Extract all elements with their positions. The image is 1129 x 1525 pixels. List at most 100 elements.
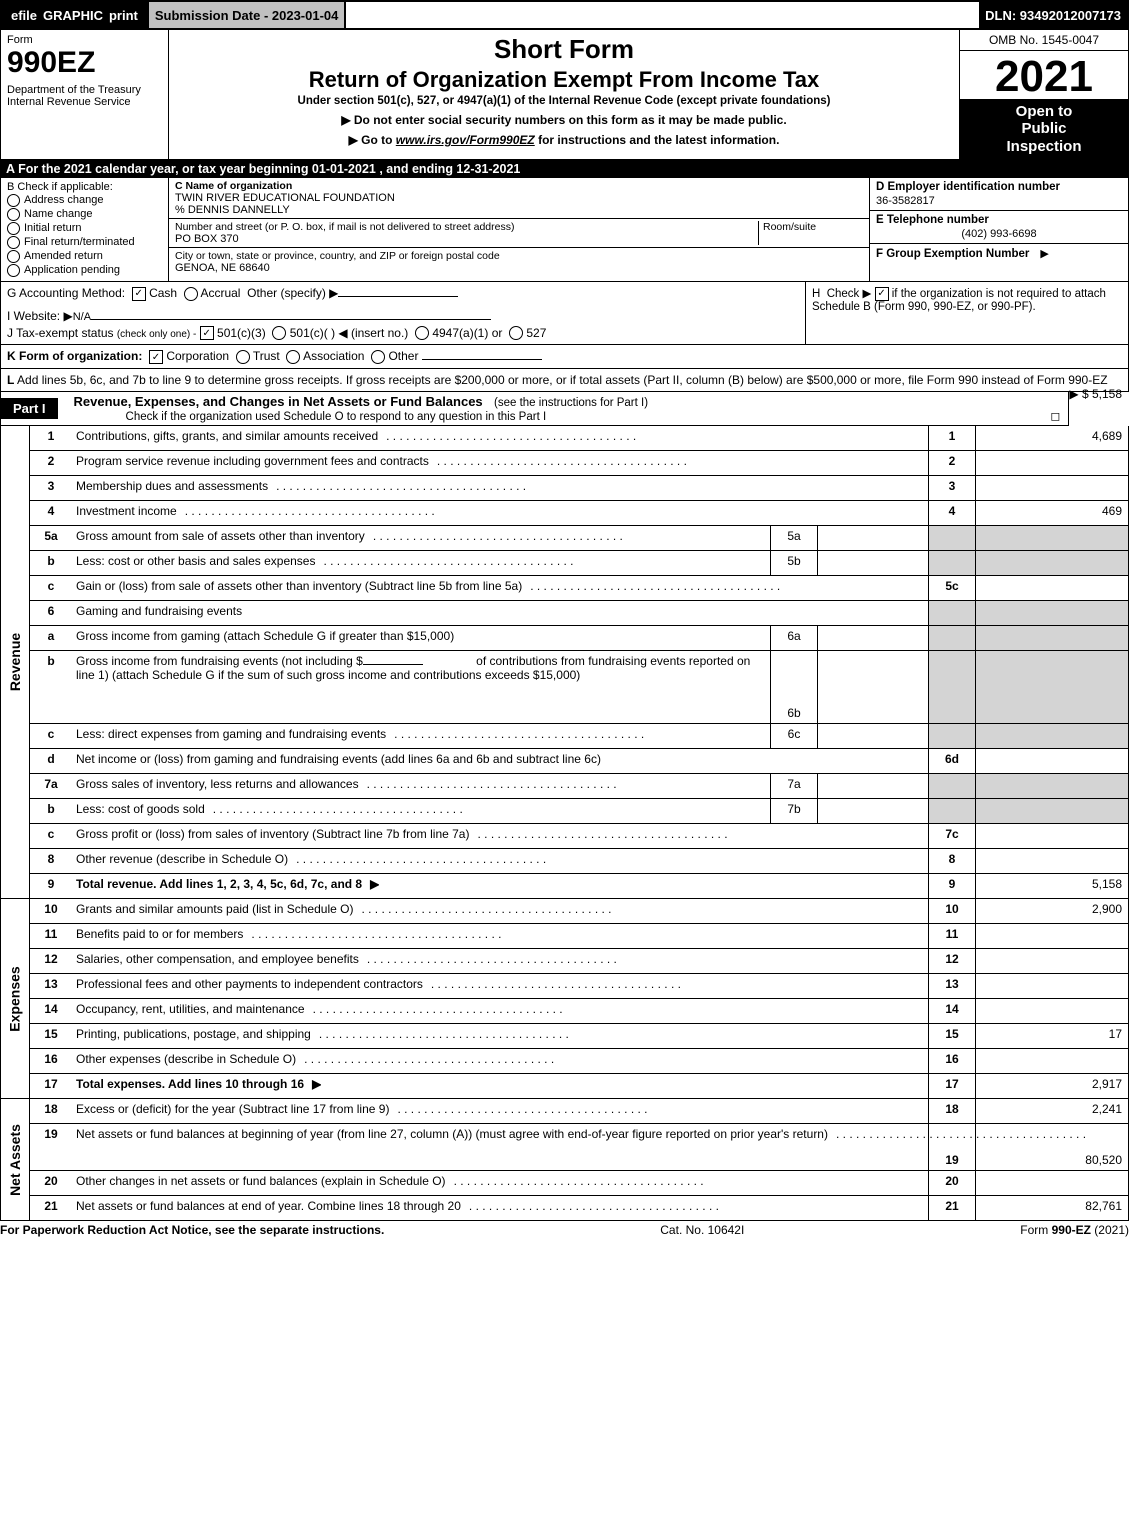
header-right: OMB No. 1545-0047 2021 Open to Public In… xyxy=(959,30,1128,159)
n13: 13 xyxy=(30,974,72,998)
lbl-corp: Corporation xyxy=(166,349,229,363)
netassets-sidebar: Net Assets xyxy=(1,1099,30,1220)
amt7c xyxy=(975,824,1128,848)
website-field[interactable] xyxy=(91,319,491,320)
amt4: 469 xyxy=(975,501,1128,525)
open-line3: Inspection xyxy=(962,138,1126,155)
samt6b xyxy=(817,651,928,723)
d3: Membership dues and assessments xyxy=(72,476,928,500)
return-title: Return of Organization Exempt From Incom… xyxy=(177,67,951,93)
org-attn: % DENNIS DANNELLY xyxy=(175,204,863,216)
d5b: Less: cost or other basis and sales expe… xyxy=(72,551,770,575)
l-text: Add lines 5b, 6c, and 7b to line 9 to de… xyxy=(17,373,1108,387)
line-a-text: For the 2021 calendar year, or tax year … xyxy=(18,162,520,176)
efile-links: efile GRAPHIC print xyxy=(2,2,147,28)
rn11: 11 xyxy=(928,924,975,948)
col-h: H Check ▶ ✓ if the organization is not r… xyxy=(805,282,1128,345)
chk-501c3[interactable]: ✓ xyxy=(200,326,214,340)
chk-assoc[interactable] xyxy=(286,350,300,364)
sn5b: 5b xyxy=(770,551,817,575)
chk-accrual[interactable] xyxy=(184,287,198,301)
lbl-accrual: Accrual xyxy=(200,286,240,300)
d17: Total expenses. Add lines 10 through 16 xyxy=(72,1074,928,1098)
chk-trust[interactable] xyxy=(236,350,250,364)
chk-corp[interactable]: ✓ xyxy=(149,350,163,364)
n7a: 7a xyxy=(30,774,72,798)
chk-527[interactable] xyxy=(509,326,523,340)
amt6d xyxy=(975,749,1128,773)
amt18: 2,241 xyxy=(975,1099,1128,1123)
efile-link[interactable]: efile xyxy=(8,8,40,23)
n20: 20 xyxy=(30,1171,72,1195)
d21: Net assets or fund balances at end of ye… xyxy=(72,1196,928,1220)
d9-text: Total revenue. Add lines 1, 2, 3, 4, 5c,… xyxy=(76,877,362,891)
e-label: E Telephone number xyxy=(876,214,1122,226)
rn6d: 6d xyxy=(928,749,975,773)
other-org-field[interactable] xyxy=(422,359,542,360)
n17: 17 xyxy=(30,1074,72,1098)
n18: 18 xyxy=(30,1099,72,1123)
irs-link[interactable]: www.irs.gov/Form990EZ xyxy=(396,133,535,147)
d6b-amount-field[interactable] xyxy=(363,664,423,665)
n6c: c xyxy=(30,724,72,748)
chk-initial-return[interactable] xyxy=(7,222,20,235)
chk-app-pending[interactable] xyxy=(7,264,20,277)
line-a: A For the 2021 calendar year, or tax yea… xyxy=(0,160,1129,178)
samt6c xyxy=(817,724,928,748)
room-label: Room/suite xyxy=(763,221,863,233)
note-ssn: Do not enter social security numbers on … xyxy=(177,113,951,127)
sn6b: 6b xyxy=(770,651,817,723)
top-bar: efile GRAPHIC print Submission Date - 20… xyxy=(0,0,1129,30)
part1-check-box[interactable]: ◻ xyxy=(1050,409,1060,423)
d15: Printing, publications, postage, and shi… xyxy=(72,1024,928,1048)
part1-title: Revenue, Expenses, and Changes in Net As… xyxy=(66,392,491,411)
chk-scheduleb[interactable]: ✓ xyxy=(875,287,889,301)
lbl-app-pending: Application pending xyxy=(24,264,120,276)
row-gh: G Accounting Method: ✓ Cash Accrual Othe… xyxy=(0,282,1129,346)
h-pre: Check ▶ xyxy=(827,288,872,300)
chk-4947[interactable] xyxy=(415,326,429,340)
n3: 3 xyxy=(30,476,72,500)
rn9: 9 xyxy=(928,874,975,898)
footer-center: Cat. No. 10642I xyxy=(660,1223,744,1237)
header-left: Form 990EZ Department of the Treasury In… xyxy=(1,30,169,159)
d19: Net assets or fund balances at beginning… xyxy=(72,1124,928,1170)
rn6a-shade xyxy=(928,626,975,650)
rn12: 12 xyxy=(928,949,975,973)
form-number: 990EZ xyxy=(7,48,162,78)
dept-line2: Internal Revenue Service xyxy=(7,96,162,108)
line-a-prefix: A xyxy=(6,162,15,176)
rn20: 20 xyxy=(928,1171,975,1195)
rn10: 10 xyxy=(928,899,975,923)
chk-amended[interactable] xyxy=(7,250,20,263)
rn7c: 7c xyxy=(928,824,975,848)
samt5b xyxy=(817,551,928,575)
rn16: 16 xyxy=(928,1049,975,1073)
other-field[interactable] xyxy=(338,296,458,297)
street-val: PO BOX 370 xyxy=(175,233,758,245)
chk-final-return[interactable] xyxy=(7,236,20,249)
amt6a-shade xyxy=(975,626,1128,650)
rn21: 21 xyxy=(928,1196,975,1220)
rn5c: 5c xyxy=(928,576,975,600)
print-link[interactable]: print xyxy=(106,8,141,23)
d11: Benefits paid to or for members xyxy=(72,924,928,948)
omb-number: OMB No. 1545-0047 xyxy=(960,30,1128,51)
chk-other-org[interactable] xyxy=(371,350,385,364)
n5b: b xyxy=(30,551,72,575)
graphic-link[interactable]: GRAPHIC xyxy=(40,8,106,23)
rn13: 13 xyxy=(928,974,975,998)
j-label: J Tax-exempt status xyxy=(7,326,114,340)
tax-year: 2021 xyxy=(960,51,1128,99)
dln-label: DLN: 93492012007173 xyxy=(979,2,1127,28)
footer-left: For Paperwork Reduction Act Notice, see … xyxy=(0,1223,384,1237)
amt5b-shade xyxy=(975,551,1128,575)
chk-501c[interactable] xyxy=(272,326,286,340)
chk-name-change[interactable] xyxy=(7,208,20,221)
rn15: 15 xyxy=(928,1024,975,1048)
i-label: I Website: ▶ xyxy=(7,309,73,323)
chk-address-change[interactable] xyxy=(7,194,20,207)
chk-cash[interactable]: ✓ xyxy=(132,287,146,301)
n19: 19 xyxy=(30,1124,72,1170)
amt8 xyxy=(975,849,1128,873)
